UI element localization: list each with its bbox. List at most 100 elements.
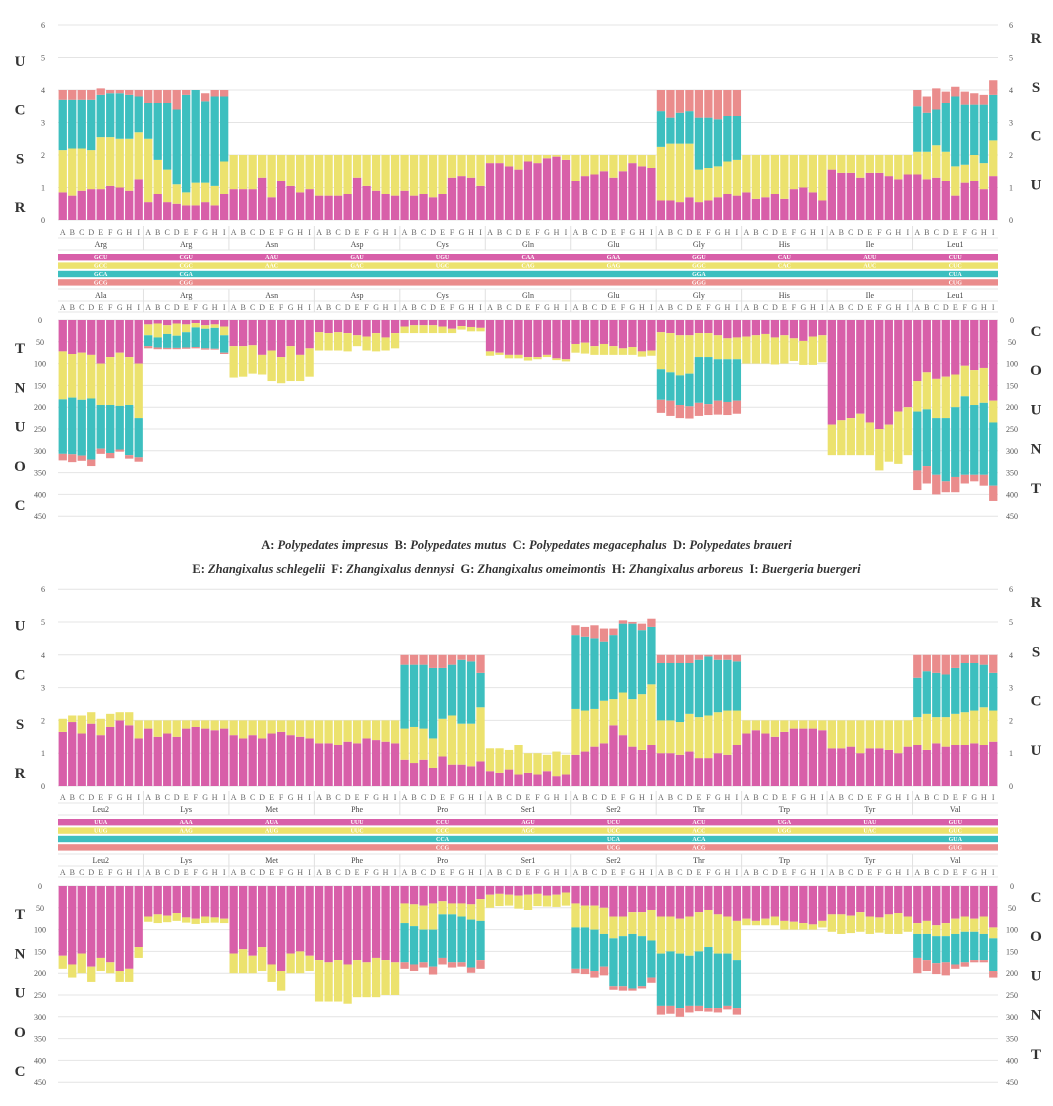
count-bar-segment [428,325,438,334]
species-tick-label: I [223,303,226,312]
rscu-bar-segment [77,90,86,100]
count-bar-segment [970,918,979,932]
count-bar-segment [68,454,77,463]
count-tick-label-right: 300 [1006,1013,1018,1022]
rscu-bar-segment [134,738,143,786]
rscu-bar-segment [153,736,162,786]
rscu-bar-segment [381,155,390,194]
species-tick-label: G [459,228,465,237]
rscu-bar-segment [960,91,969,105]
rscu-bar-segment [979,707,988,745]
count-bar-segment [153,914,162,924]
rscu-bar-segment [941,717,950,747]
rscu-bar-segment [257,738,267,786]
rscu-bar-segment [732,745,742,786]
rscu-bar-segment [115,712,124,721]
count-bar-segment [675,918,685,954]
rscu-bar-segment [647,155,656,168]
count-bar-segment [846,320,855,419]
species-tick-label: F [621,303,626,312]
rscu-tick-label-right: 2 [1009,716,1013,725]
amino-acid-label-count: Trp [779,856,790,865]
rscu-bar-segment [837,172,846,220]
species-tick-label: E [355,793,360,802]
codon-label: UCG [607,845,621,851]
count-bar-segment [609,346,618,355]
count-bar-segment [666,372,675,401]
rscu-bar-segment [68,722,77,786]
rscu-bar-segment [704,656,713,716]
rscu-bar-segment [400,759,409,786]
count-tick-label-left: 350 [34,469,46,478]
rscu-bar-segment [913,106,922,152]
species-tick-label: B [240,868,245,877]
count-bar-segment [732,337,742,360]
species-tick-label: D [430,793,436,802]
rscu-bar-segment [324,195,333,220]
count-bar-segment [314,320,324,333]
count-bar-segment [713,320,723,336]
rscu-bar-segment [514,155,523,170]
species-tick-label: I [992,303,995,312]
rscu-bar-segment [694,659,704,718]
rscu-bar-segment [457,723,466,765]
rscu-bar-segment [989,741,998,786]
codon-label: UAU [863,820,877,826]
rscu-bar-segment [609,628,618,636]
count-bar-segment [884,914,893,934]
species-tick-label: E [782,868,787,877]
count-bar-segment [713,1008,723,1013]
count-bar-segment [742,918,751,926]
count-bar-segment [913,381,922,412]
count-bar-segment [837,420,846,456]
rscu-bar-segment [685,713,694,752]
count-tick-label-right: 200 [1006,969,1018,978]
count-bar-segment [609,320,618,347]
count-bar-segment [115,320,124,353]
rscu-bar-segment [656,146,666,201]
rscu-bar-segment [257,177,267,220]
count-tick-label-left: 50 [36,904,44,913]
codon-label: ACA [692,837,706,843]
rscu-bar-segment [343,720,352,742]
rscu-bar-segment [913,745,922,786]
species-tick-label: D [88,228,94,237]
species-tick-label: A [914,228,920,237]
rscu-bar-segment [951,195,960,220]
count-bar-segment [163,320,172,326]
count-bar-segment [647,940,656,978]
count-bar-segment [913,411,922,471]
rscu-bar-segment [125,712,134,726]
species-tick-label: A [658,228,664,237]
species-tick-label: A [743,303,749,312]
rscu-bar-segment [438,756,447,786]
species-tick-label: A [402,793,408,802]
species-tick-label: A [914,303,920,312]
species-tick-label: D [88,303,94,312]
species-tick-label: C [677,868,682,877]
rscu-bar-segment [381,741,390,786]
rscu-bar-segment [182,192,191,206]
count-axis-title-left: C [15,498,26,514]
species-tick-label: F [279,303,284,312]
species-tick-label: B [753,868,758,877]
species-tick-label: B [753,303,758,312]
rscu-bar-segment [447,155,457,178]
rscu-bar-segment [580,176,590,220]
count-bar-segment [618,886,628,917]
count-bar-segment [599,320,609,344]
species-tick-label: G [288,868,294,877]
count-bar-segment [333,320,343,333]
rscu-bar-segment [419,194,428,220]
count-bar-segment [210,327,219,349]
species-tick-label: G [117,793,123,802]
rscu-bar-segment [276,181,286,220]
species-tick-label: D [857,793,863,802]
species-tick-label: E [611,228,616,237]
rscu-bar-segment [979,664,988,708]
species-tick-label: A [145,228,151,237]
rscu-bar-segment [343,155,352,194]
codon-label: CGC [180,264,193,270]
species-tick-label: G [459,793,465,802]
codon-band [58,819,998,826]
